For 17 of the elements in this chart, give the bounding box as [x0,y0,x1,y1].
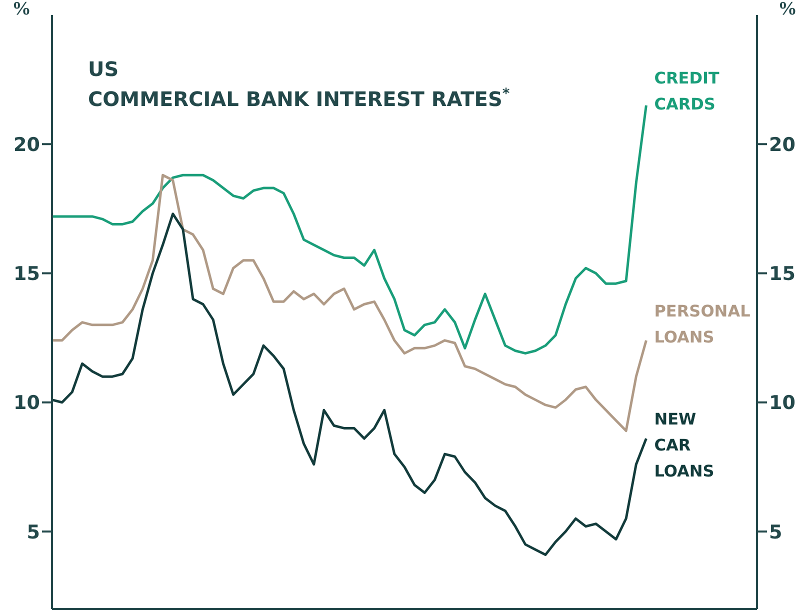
y-axis-title: % [12,0,31,20]
text: COMMERCIAL BANK INTEREST RATES$^{*}$ [88,86,510,111]
series-label: NEW CAR LOANS [654,410,714,481]
y2-tick-label: 5 [769,521,782,544]
series-label: PERSONAL LOANS [654,301,750,346]
y2-axis-title: % [778,0,797,20]
series-label: CREDIT CARDS [654,68,720,114]
line-series [52,174,648,432]
line-series [52,212,648,556]
y2-tick-label: 15 [769,263,796,286]
y-tick-label: 10 [14,392,40,414]
y2-tick-label: 10 [769,392,796,414]
y-tick-label: 20 [14,134,40,156]
text: US [88,57,119,81]
y-tick-label: 5 [26,521,40,544]
y2-tick-label: 20 [769,134,796,156]
y-tick-label: 15 [14,263,40,286]
